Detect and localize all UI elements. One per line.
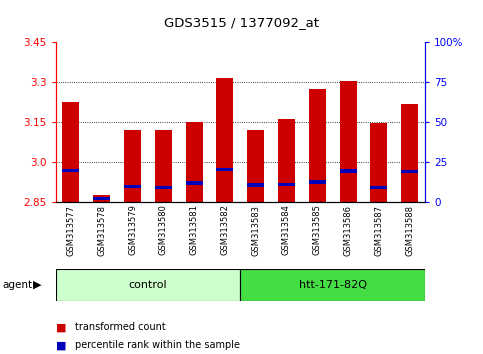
Bar xyxy=(155,130,172,202)
Bar xyxy=(340,169,356,173)
Bar xyxy=(124,130,141,202)
Bar xyxy=(93,195,110,202)
Bar xyxy=(155,186,172,189)
Text: ■: ■ xyxy=(56,340,66,350)
Bar xyxy=(62,102,79,202)
Bar xyxy=(309,181,326,184)
Text: ■: ■ xyxy=(56,322,66,332)
Bar xyxy=(216,78,233,202)
Bar xyxy=(247,183,264,187)
Bar xyxy=(185,182,202,185)
Text: control: control xyxy=(128,280,167,290)
Bar xyxy=(309,89,326,202)
Bar xyxy=(247,130,264,202)
Bar xyxy=(370,124,387,202)
Bar xyxy=(56,269,241,301)
Bar xyxy=(93,197,110,200)
Bar xyxy=(370,186,387,189)
Bar xyxy=(401,170,418,173)
Bar xyxy=(278,183,295,186)
Bar xyxy=(62,169,79,172)
Bar xyxy=(340,81,356,202)
Text: ▶: ▶ xyxy=(33,280,42,290)
Text: agent: agent xyxy=(2,280,32,290)
Bar xyxy=(185,122,202,202)
Bar xyxy=(216,168,233,171)
Bar xyxy=(124,185,141,188)
Bar xyxy=(401,104,418,202)
Text: GDS3515 / 1377092_at: GDS3515 / 1377092_at xyxy=(164,16,319,29)
Bar xyxy=(240,269,425,301)
Bar xyxy=(278,120,295,202)
Text: htt-171-82Q: htt-171-82Q xyxy=(298,280,367,290)
Text: percentile rank within the sample: percentile rank within the sample xyxy=(75,340,240,350)
Text: transformed count: transformed count xyxy=(75,322,166,332)
